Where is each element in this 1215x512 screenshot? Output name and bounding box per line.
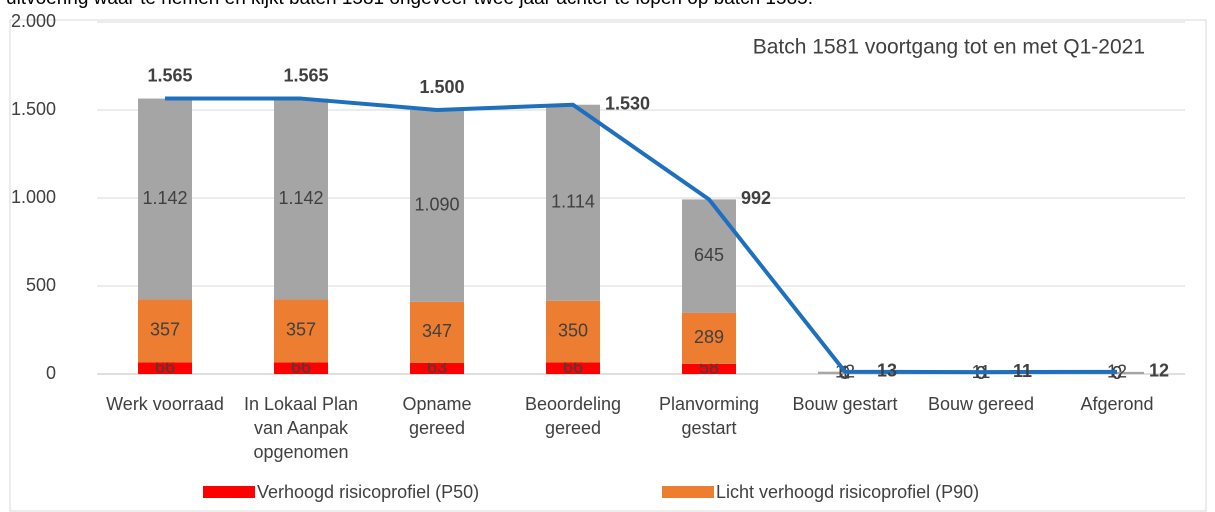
bar-value-label: 289 — [694, 327, 724, 347]
bar-value-label: 12 — [1107, 362, 1127, 382]
bar-value-label: 357 — [286, 320, 316, 340]
line-value-label: 13 — [877, 360, 897, 380]
bar-segment — [682, 363, 736, 374]
bar-segment — [546, 362, 600, 374]
line-value-label: 1.565 — [147, 65, 192, 85]
line-value-label: 12 — [1149, 361, 1169, 381]
x-tick-label: In Lokaal Plan van Aanpak opgenomen — [243, 394, 359, 462]
bar-segment — [274, 362, 328, 374]
bar-segment — [274, 299, 328, 363]
bar-segment — [410, 110, 464, 302]
y-tick-label: 1.000 — [11, 187, 56, 207]
line-value-label: 1.530 — [605, 93, 650, 113]
x-tick-label: Opname gereed — [402, 394, 472, 438]
y-tick-label: 0 — [46, 363, 56, 383]
line-value-label: 1.565 — [283, 65, 328, 85]
bar-value-label: 1.114 — [551, 192, 595, 212]
bar-value-label: 357 — [150, 320, 180, 340]
line-value-label: 11 — [1013, 361, 1032, 381]
bar-segment — [410, 362, 464, 374]
bar-segment — [138, 362, 192, 374]
chart-annotation: Batch 1581 voortgang tot en met Q1-2021 — [753, 36, 1145, 59]
bar-value-label: 1.090 — [414, 195, 459, 215]
line-series — [165, 96, 1118, 375]
bar-segment — [682, 199, 736, 313]
bar-segment — [138, 98, 192, 300]
x-tick-label: Bouw gereed — [927, 394, 1035, 414]
chart-border — [9, 19, 1207, 512]
x-tick-label: Werk voorraad — [106, 394, 224, 414]
bar-segment — [274, 98, 328, 300]
x-tick-label: Planvorming gestart — [658, 394, 760, 438]
y-tick-label: 2.000 — [11, 11, 56, 31]
bar-value-label: 350 — [558, 320, 588, 340]
legend-swatch — [203, 486, 255, 498]
line-value-label: 992 — [741, 188, 771, 208]
bar-value-label: 1.142 — [278, 188, 323, 208]
bar-value-label: 347 — [422, 321, 452, 341]
x-tick-label: Bouw gestart — [792, 394, 898, 414]
legend-label: Verhoogd risicoprofiel (P50) — [257, 482, 479, 502]
line-value-label: 1.500 — [419, 77, 464, 97]
x-tick-label: Afgerond — [1080, 394, 1154, 414]
bar-segment — [546, 104, 600, 301]
intro-text: uitvoering waar te nemen en kijkt baten … — [6, 0, 813, 10]
y-tick-label: 500 — [26, 275, 56, 295]
bar-segment — [138, 299, 192, 363]
bar-value-label: 645 — [694, 245, 724, 265]
bar-segment — [546, 300, 600, 363]
legend-swatch — [662, 486, 714, 498]
bar-value-label: 1.142 — [142, 188, 187, 208]
bar-segment — [410, 301, 464, 363]
legend-label: Licht verhoogd risicoprofiel (P90) — [716, 482, 979, 502]
y-tick-label: 1.500 — [11, 99, 56, 119]
bar-segment — [682, 312, 736, 364]
x-tick-label: Beoordeling gereed — [524, 394, 622, 438]
